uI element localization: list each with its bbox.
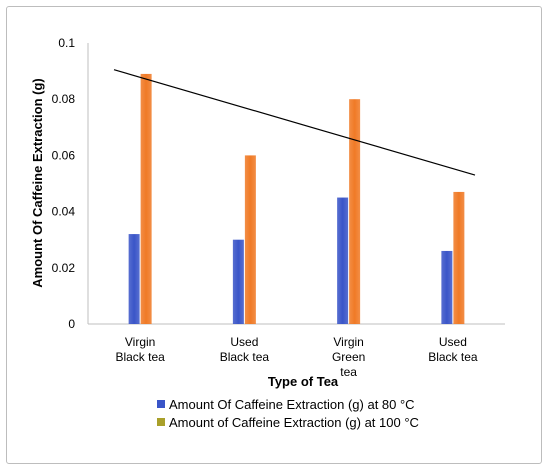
x-category-label: Virgin [333, 335, 363, 349]
legend-label: Amount of Caffeine Extraction (g) at 100… [169, 415, 419, 430]
bar [128, 234, 140, 324]
trendline [113, 69, 476, 176]
x-category-label: Black tea [115, 350, 165, 364]
chart-frame [6, 6, 542, 464]
y-tick-label: 0 [68, 317, 75, 331]
bar [453, 191, 465, 324]
y-axis-ticks: 0 0.02 0.04 0.06 0.08 0.1 [52, 36, 76, 331]
bar [441, 250, 453, 324]
y-tick-label: 0.04 [52, 205, 76, 219]
legend-label: Amount Of Caffeine Extraction (g) at 80 … [169, 397, 415, 412]
y-tick-label: 0.1 [58, 36, 75, 50]
legend-swatch [157, 400, 165, 408]
x-axis-title: Type of Tea [268, 374, 339, 389]
y-tick-label: 0.06 [52, 148, 76, 162]
y-tick-label: 0.08 [52, 92, 76, 106]
legend: Amount Of Caffeine Extraction (g) at 80 … [157, 397, 419, 430]
bars-group [128, 73, 465, 324]
bar [232, 239, 244, 324]
x-category-label: Used [230, 335, 258, 349]
legend-swatch [157, 418, 165, 426]
x-category-label: tea [340, 365, 357, 379]
x-category-label: Virgin [125, 335, 155, 349]
x-category-label: Green [332, 350, 365, 364]
bar [140, 73, 152, 324]
x-category-label: Black tea [220, 350, 270, 364]
bar [349, 99, 361, 324]
bar [337, 197, 349, 324]
y-tick-label: 0.02 [52, 261, 76, 275]
bar [244, 155, 256, 324]
x-category-label: Used [439, 335, 467, 349]
x-category-label: Black tea [428, 350, 478, 364]
y-axis-title: Amount Of Caffeine Extraction (g) [30, 78, 45, 287]
